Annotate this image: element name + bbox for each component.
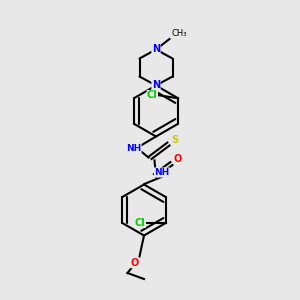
Text: O: O <box>130 258 139 268</box>
Text: CH₃: CH₃ <box>171 29 187 38</box>
Text: N: N <box>152 44 160 55</box>
Text: Cl: Cl <box>147 90 158 100</box>
Text: S: S <box>171 135 178 145</box>
Text: NH: NH <box>154 168 169 177</box>
Text: O: O <box>174 154 182 164</box>
Text: NH: NH <box>126 144 141 153</box>
Text: N: N <box>152 80 160 91</box>
Text: Cl: Cl <box>135 218 146 228</box>
